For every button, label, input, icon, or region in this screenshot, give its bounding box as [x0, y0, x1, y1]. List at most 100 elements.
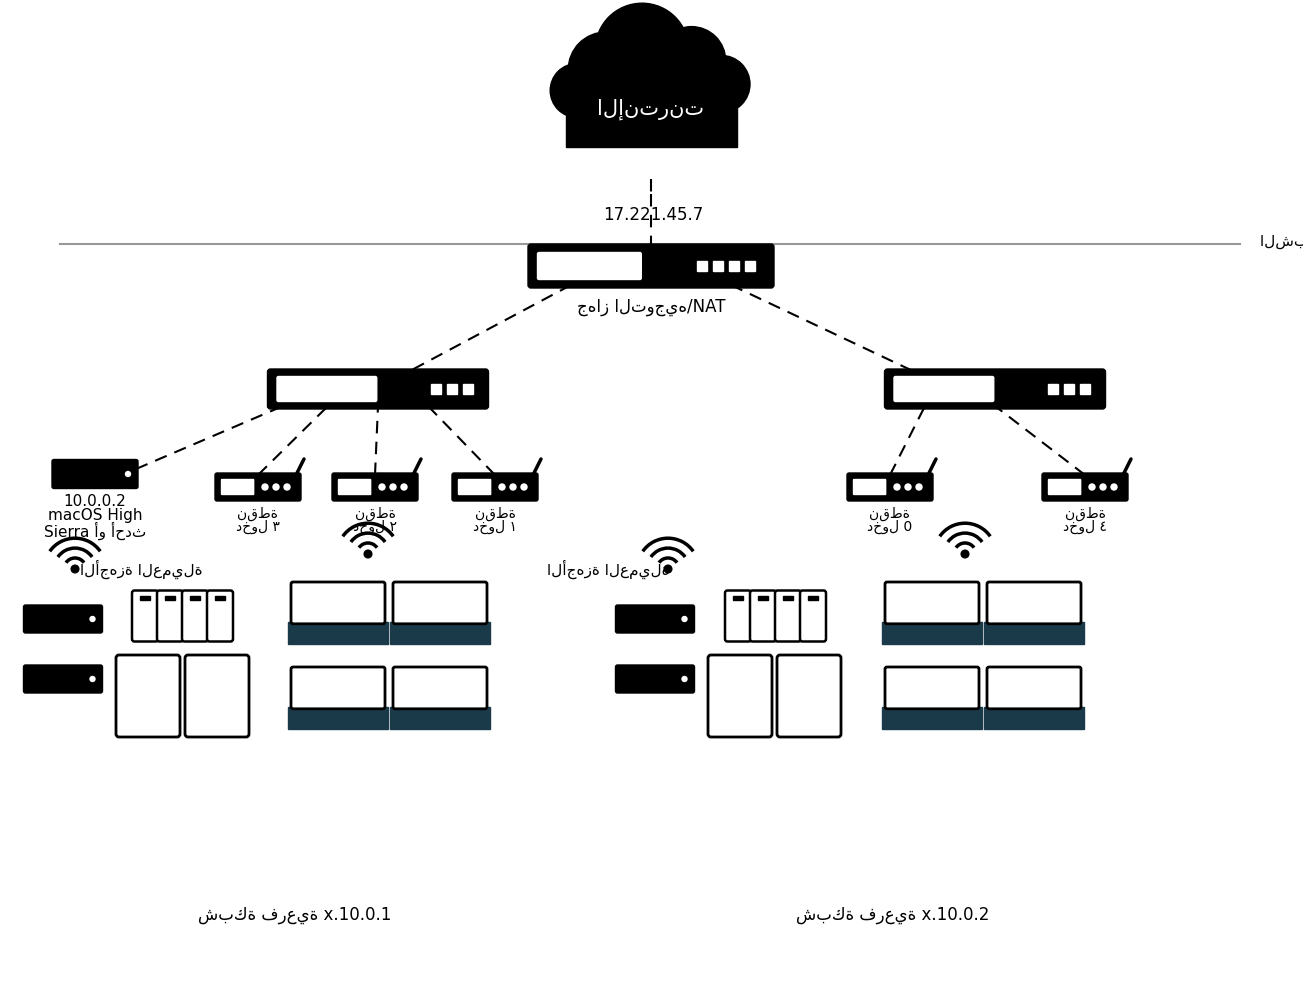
Circle shape: [681, 677, 687, 682]
FancyBboxPatch shape: [708, 655, 771, 737]
Text: شبكة فرعية x.10.0.2: شبكة فرعية x.10.0.2: [796, 906, 990, 924]
Bar: [139, 596, 150, 600]
Bar: [288, 707, 388, 729]
FancyBboxPatch shape: [291, 667, 384, 708]
Circle shape: [390, 484, 396, 490]
Text: نقطة: نقطة: [1065, 507, 1105, 522]
Bar: [430, 384, 440, 394]
FancyBboxPatch shape: [986, 667, 1081, 708]
FancyBboxPatch shape: [775, 590, 801, 642]
Bar: [758, 596, 767, 600]
Bar: [808, 596, 818, 600]
FancyBboxPatch shape: [800, 590, 826, 642]
FancyBboxPatch shape: [291, 582, 384, 624]
FancyBboxPatch shape: [615, 665, 694, 693]
Bar: [390, 622, 490, 644]
Circle shape: [568, 32, 644, 107]
Bar: [783, 596, 794, 600]
Bar: [215, 596, 225, 600]
FancyBboxPatch shape: [132, 590, 158, 642]
Circle shape: [90, 677, 95, 682]
Text: نقطة: نقطة: [869, 507, 911, 522]
FancyBboxPatch shape: [116, 655, 180, 737]
FancyBboxPatch shape: [1049, 479, 1080, 495]
Bar: [697, 261, 708, 271]
Bar: [734, 596, 743, 600]
Circle shape: [657, 27, 726, 95]
Bar: [190, 596, 199, 600]
Bar: [1063, 384, 1074, 394]
Circle shape: [499, 484, 506, 490]
Bar: [882, 707, 982, 729]
FancyBboxPatch shape: [847, 473, 933, 501]
Circle shape: [90, 617, 95, 622]
FancyBboxPatch shape: [278, 377, 377, 401]
Circle shape: [274, 484, 279, 490]
FancyBboxPatch shape: [777, 655, 840, 737]
Circle shape: [1111, 484, 1117, 490]
Bar: [984, 622, 1084, 644]
FancyBboxPatch shape: [452, 473, 538, 501]
Circle shape: [916, 484, 923, 490]
Bar: [745, 261, 754, 271]
FancyBboxPatch shape: [23, 605, 103, 633]
Circle shape: [262, 484, 268, 490]
Text: نقطة: نقطة: [237, 507, 279, 522]
Bar: [463, 384, 473, 394]
FancyBboxPatch shape: [894, 377, 994, 401]
Circle shape: [1100, 484, 1106, 490]
Circle shape: [681, 617, 687, 622]
Text: دخول 0: دخول 0: [868, 520, 912, 534]
Bar: [1048, 384, 1058, 394]
Text: الإنترنت: الإنترنت: [598, 98, 705, 120]
FancyBboxPatch shape: [885, 582, 979, 624]
FancyBboxPatch shape: [751, 590, 777, 642]
FancyBboxPatch shape: [1042, 473, 1128, 501]
Text: الأجهزة العميلة: الأجهزة العميلة: [547, 559, 670, 579]
Circle shape: [521, 484, 526, 490]
FancyBboxPatch shape: [528, 244, 774, 288]
Text: دخول ٢: دخول ٢: [353, 520, 397, 534]
Circle shape: [379, 484, 384, 490]
FancyBboxPatch shape: [52, 460, 138, 488]
Bar: [447, 384, 456, 394]
Circle shape: [284, 484, 291, 490]
Text: 10.0.0.2: 10.0.0.2: [64, 494, 126, 509]
Circle shape: [125, 471, 130, 476]
Text: دخول ١: دخول ١: [473, 520, 517, 534]
Bar: [165, 596, 175, 600]
FancyBboxPatch shape: [185, 655, 249, 737]
FancyBboxPatch shape: [222, 479, 254, 495]
FancyBboxPatch shape: [853, 479, 886, 495]
FancyBboxPatch shape: [182, 590, 208, 642]
Ellipse shape: [575, 54, 727, 145]
Circle shape: [401, 484, 407, 490]
Circle shape: [962, 550, 969, 558]
Bar: [288, 622, 388, 644]
FancyBboxPatch shape: [724, 590, 751, 642]
Text: 17.221.45.7: 17.221.45.7: [603, 206, 704, 224]
Text: نقطة: نقطة: [354, 507, 396, 522]
Bar: [713, 261, 723, 271]
Circle shape: [509, 484, 516, 490]
Bar: [882, 622, 982, 644]
Circle shape: [72, 565, 79, 573]
Circle shape: [692, 55, 751, 113]
FancyBboxPatch shape: [267, 369, 489, 409]
FancyBboxPatch shape: [885, 667, 979, 708]
Text: الشبكة المحلية: الشبكة المحلية: [1260, 234, 1303, 250]
FancyBboxPatch shape: [394, 582, 487, 624]
Text: macOS High: macOS High: [48, 508, 142, 523]
FancyBboxPatch shape: [156, 590, 182, 642]
Circle shape: [595, 3, 689, 96]
Circle shape: [665, 565, 672, 573]
Text: Sierra أو أحدث: Sierra أو أحدث: [44, 522, 146, 540]
Bar: [566, 100, 736, 148]
Bar: [1079, 384, 1089, 394]
FancyBboxPatch shape: [538, 253, 641, 279]
FancyBboxPatch shape: [615, 605, 694, 633]
FancyBboxPatch shape: [986, 582, 1081, 624]
FancyBboxPatch shape: [332, 473, 418, 501]
Circle shape: [894, 484, 900, 490]
Text: دخول ٣: دخول ٣: [236, 520, 280, 534]
